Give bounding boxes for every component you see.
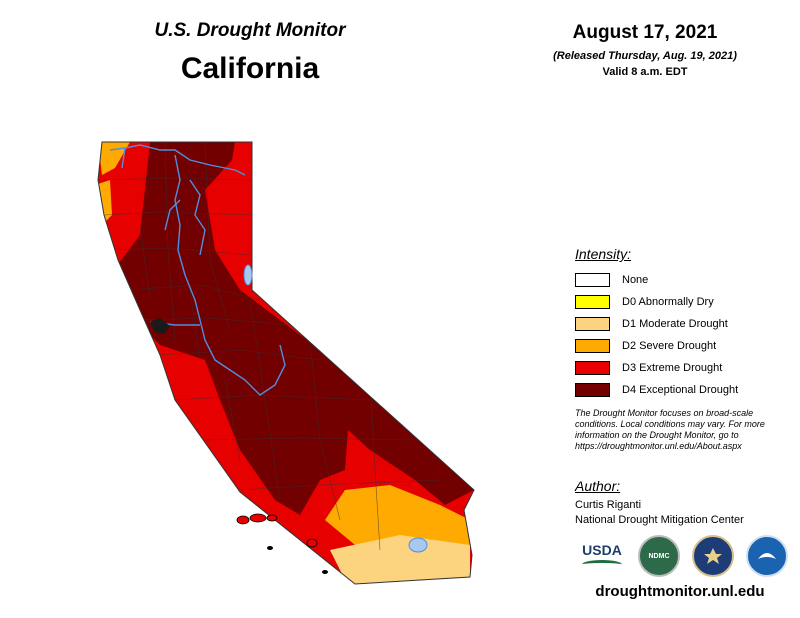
channel-islands bbox=[236, 513, 328, 574]
legend-swatch-d1 bbox=[575, 317, 610, 331]
state-title: California bbox=[180, 52, 320, 85]
drought-monitor-note: The Drought Monitor focuses on broad-sca… bbox=[575, 408, 765, 451]
legend-label: D2 Severe Drought bbox=[622, 340, 717, 352]
california-drought-map bbox=[97, 141, 475, 585]
legend-label: None bbox=[622, 274, 649, 286]
legend-title: Intensity: bbox=[575, 246, 632, 262]
d1-moderate-region bbox=[330, 535, 470, 584]
agency-logos: USDA NDMC bbox=[580, 535, 800, 577]
site-url-link[interactable]: droughtmonitor.unl.edu bbox=[595, 583, 765, 600]
state-outline bbox=[97, 141, 475, 585]
ndmc-seal: NDMC bbox=[638, 535, 680, 577]
d2-severe-north-region bbox=[98, 142, 130, 175]
legend-item: None bbox=[575, 269, 790, 291]
county-boundaries bbox=[101, 142, 441, 551]
legend-label: D4 Exceptional Drought bbox=[622, 384, 739, 396]
salton-sea bbox=[408, 537, 428, 553]
legend-swatch-d2 bbox=[575, 339, 610, 353]
noaa-bird-icon bbox=[758, 553, 776, 559]
date-header: August 17, 2021 (Released Thursday, Aug.… bbox=[530, 22, 760, 78]
legend-swatch-d4 bbox=[575, 383, 610, 397]
usda-logo-text: USDA bbox=[582, 542, 622, 558]
valid-time: Valid 8 a.m. EDT bbox=[602, 66, 688, 78]
map-date: August 17, 2021 bbox=[572, 22, 718, 43]
map-header: U.S. Drought Monitor California bbox=[100, 20, 400, 86]
author-heading: Author: bbox=[575, 478, 621, 494]
commerce-seal-icon bbox=[692, 535, 734, 577]
legend-item: D4 Exceptional Drought bbox=[575, 379, 790, 401]
legend-item: D2 Severe Drought bbox=[575, 335, 790, 357]
legend-swatch-d3 bbox=[575, 361, 610, 375]
monitor-title: U.S. Drought Monitor bbox=[154, 20, 346, 41]
author-block: Author: Curtis Riganti National Drought … bbox=[575, 478, 785, 528]
eagle-icon bbox=[704, 548, 722, 564]
legend-label: D0 Abnormally Dry bbox=[622, 296, 714, 308]
usda-logo: USDA bbox=[580, 538, 624, 574]
noaa-seal-icon bbox=[746, 535, 788, 577]
intensity-legend: Intensity: None D0 Abnormally Dry D1 Mod… bbox=[575, 246, 790, 401]
legend-item: D0 Abnormally Dry bbox=[575, 291, 790, 313]
usda-wave-icon bbox=[582, 560, 622, 569]
legend-label: D3 Extreme Drought bbox=[622, 362, 723, 374]
author-name: Curtis Riganti bbox=[575, 499, 642, 511]
legend-swatch-none bbox=[575, 273, 610, 287]
d2-severe-south-region bbox=[325, 485, 470, 545]
rivers bbox=[109, 144, 286, 396]
san-francisco-bay bbox=[150, 318, 170, 334]
author-org: National Drought Mitigation Center bbox=[575, 514, 744, 526]
release-date: (Released Thursday, Aug. 19, 2021) bbox=[553, 50, 737, 62]
legend-swatch-d0 bbox=[575, 295, 610, 309]
legend-item: D1 Moderate Drought bbox=[575, 313, 790, 335]
lake-tahoe bbox=[243, 264, 253, 286]
d4-exceptional-region bbox=[110, 142, 474, 515]
legend-item: D3 Extreme Drought bbox=[575, 357, 790, 379]
legend-label: D1 Moderate Drought bbox=[622, 318, 728, 330]
